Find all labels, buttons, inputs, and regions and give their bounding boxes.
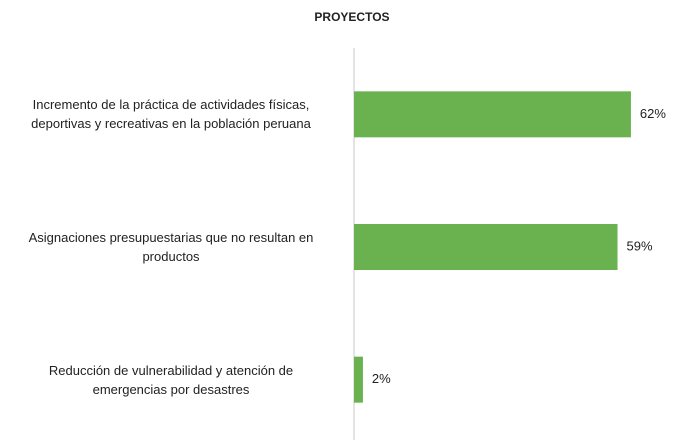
category-label: Incremento de la práctica de actividades… bbox=[31, 97, 311, 132]
category-label: Asignaciones presupuestarias que no resu… bbox=[28, 230, 314, 264]
chart-title: PROYECTOS bbox=[314, 10, 389, 24]
bar bbox=[354, 91, 631, 138]
value-label: 59% bbox=[627, 238, 653, 253]
bar bbox=[354, 224, 618, 270]
category-label: Reducción de vulnerabilidad y atención d… bbox=[48, 362, 294, 397]
value-label: 2% bbox=[372, 371, 391, 386]
value-label: 62% bbox=[640, 106, 666, 121]
bar bbox=[354, 356, 363, 403]
